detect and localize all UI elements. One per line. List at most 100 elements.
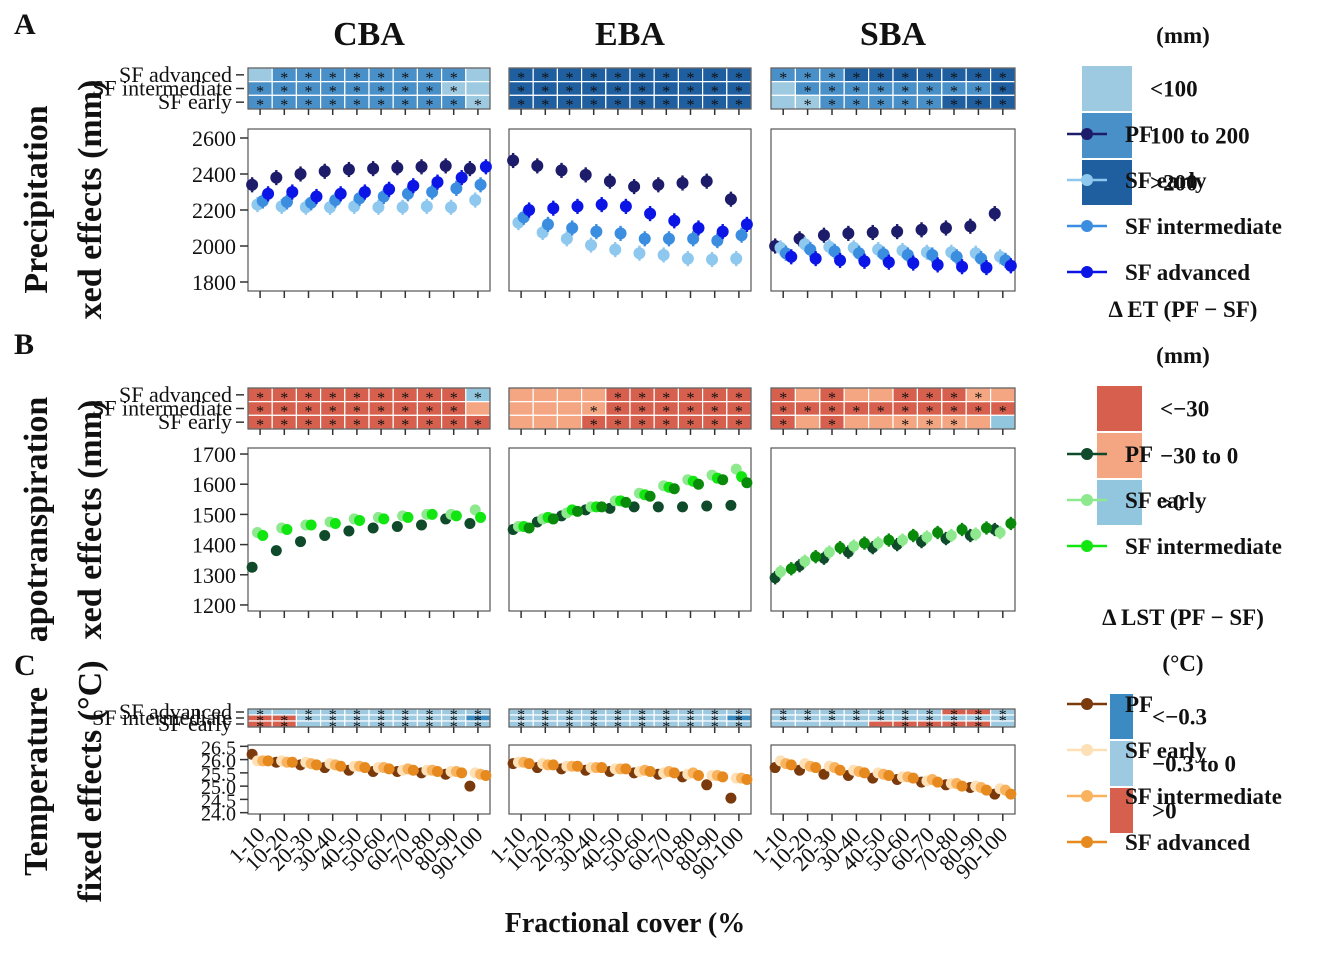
- data-point: [907, 257, 920, 270]
- significance-mark: *: [329, 390, 337, 407]
- data-point: [883, 534, 895, 546]
- heat-cell: [247, 67, 273, 83]
- heat-strip-frame: [508, 708, 752, 728]
- significance-mark: *: [401, 84, 409, 101]
- heat-cell: [770, 81, 796, 96]
- significance-mark: *: [711, 390, 719, 407]
- data-point: [257, 530, 269, 542]
- legend: Δ ET (PF − SF) (mm) <−30 −30 to 0 >0 PF SF ear…: [1067, 297, 1282, 559]
- data-point: [883, 770, 895, 782]
- significance-mark: *: [614, 97, 622, 114]
- data-point: [676, 177, 689, 189]
- data-point: [450, 510, 462, 522]
- data-point: [620, 763, 632, 775]
- significance-mark: *: [711, 84, 719, 101]
- significance-mark: *: [828, 97, 836, 114]
- plot-frame: [247, 744, 491, 815]
- y-axis-title: Precipitation: [18, 105, 55, 293]
- significance-mark: *: [950, 390, 958, 407]
- significance-mark: *: [377, 97, 385, 114]
- data-point: [956, 524, 968, 535]
- data-point: [740, 218, 753, 231]
- significance-mark: *: [426, 390, 434, 407]
- significance-mark: *: [877, 70, 885, 87]
- y-tick-label: 2400: [192, 162, 236, 187]
- data-point: [367, 162, 380, 175]
- data-point: [882, 256, 895, 269]
- data-point: [295, 536, 307, 548]
- heat-cell: [867, 387, 894, 403]
- significance-mark: *: [804, 97, 812, 114]
- significance-mark: *: [735, 404, 743, 421]
- significance-mark: *: [662, 84, 670, 101]
- heat-cell: [508, 401, 534, 416]
- heat-strip: * * * * * * * * * ** * * * * * * * ** * * * * * * * * *: [247, 387, 491, 435]
- heat-cell: [556, 401, 583, 416]
- data-point: [692, 770, 704, 782]
- significance-mark: *: [852, 404, 860, 421]
- heat-cell: [843, 387, 870, 403]
- heat-cell: [843, 720, 870, 728]
- significance-mark: *: [614, 417, 622, 434]
- series-sf-early: [775, 525, 1006, 579]
- significance-mark: *: [426, 97, 434, 114]
- panel-a: A Precipitation xed effects (mm) SF advance…: [14, 8, 1282, 319]
- data-point: [270, 171, 283, 184]
- significance-mark: *: [353, 390, 361, 407]
- heat-cell: [508, 387, 534, 403]
- data-point: [964, 220, 977, 233]
- legend-title: Δ LST (PF − SF): [1102, 605, 1264, 630]
- data-point: [681, 252, 694, 265]
- data-point: [431, 176, 444, 189]
- significance-mark: *: [426, 417, 434, 434]
- heat-cell: [465, 67, 491, 83]
- data-point: [785, 250, 798, 263]
- significance-mark: *: [638, 417, 646, 434]
- data-point: [439, 159, 452, 172]
- significance-mark: *: [590, 404, 598, 421]
- data-point: [571, 760, 583, 772]
- significance-mark: *: [877, 97, 885, 114]
- significance-mark: *: [735, 417, 743, 434]
- legend-series-label: SF advanced: [1125, 260, 1250, 285]
- heat-row-label: SF advanced: [119, 382, 232, 407]
- significance-mark: *: [450, 84, 458, 101]
- data-point: [921, 531, 933, 543]
- significance-mark: *: [614, 404, 622, 421]
- series-pf: [507, 152, 737, 207]
- data-point: [1004, 259, 1017, 272]
- significance-mark: *: [256, 417, 264, 434]
- data-point: [701, 779, 713, 791]
- legend-class-swatch: [1097, 433, 1142, 478]
- data-point: [644, 207, 657, 220]
- data-point: [294, 168, 307, 180]
- data-point: [270, 545, 282, 557]
- series-sf-advanced: [523, 758, 753, 785]
- legend-series-label: SF early: [1125, 168, 1207, 193]
- significance-mark: *: [329, 70, 337, 87]
- region-title-eba: EBA: [595, 16, 665, 53]
- data-point: [817, 229, 830, 242]
- legend-series-marker: [1081, 698, 1093, 710]
- data-point: [652, 178, 665, 191]
- heat-cell: [770, 720, 796, 728]
- legend-series-label: SF advanced: [1125, 830, 1250, 855]
- heat-row-label: SF intermediate: [92, 396, 232, 421]
- significance-mark: *: [450, 404, 458, 421]
- significance-mark: *: [280, 84, 288, 101]
- significance-mark: *: [711, 70, 719, 87]
- data-point: [706, 253, 719, 266]
- y-tick-label: 24.0: [201, 804, 236, 826]
- data-point: [711, 234, 724, 247]
- data-point: [891, 225, 904, 238]
- heat-row-label: SF advanced: [119, 699, 232, 724]
- significance-mark: *: [329, 417, 337, 434]
- significance-mark: *: [804, 404, 812, 421]
- heat-cell: [465, 81, 491, 96]
- significance-mark: *: [280, 97, 288, 114]
- significance-mark: *: [901, 404, 909, 421]
- data-point: [420, 200, 433, 213]
- significance-mark: *: [662, 390, 670, 407]
- data-point: [956, 780, 968, 792]
- significance-mark: *: [999, 84, 1007, 101]
